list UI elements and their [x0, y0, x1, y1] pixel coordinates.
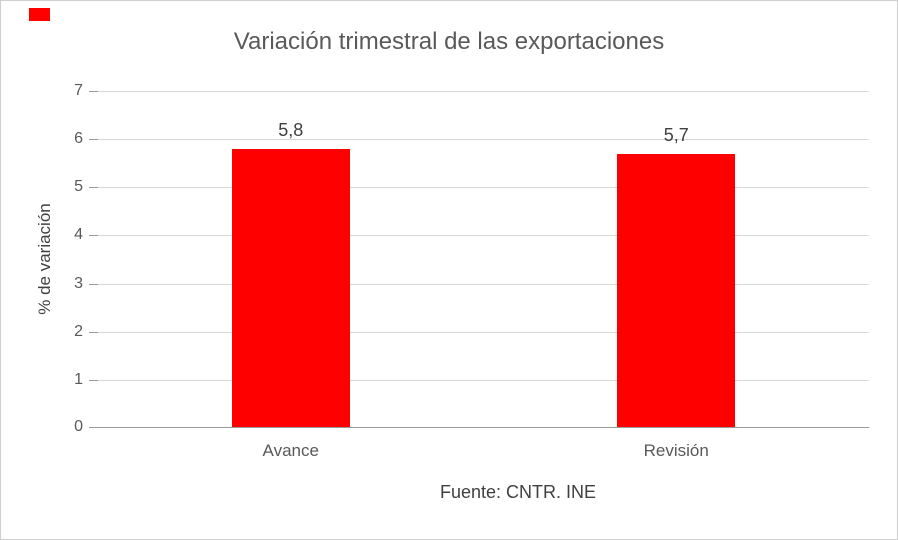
y-tick-mark [89, 380, 98, 381]
chart-title: Variación trimestral de las exportacione… [233, 28, 665, 55]
y-tick-mark [89, 91, 98, 92]
bar-revision [617, 153, 736, 428]
y-tick-mark [89, 427, 98, 428]
y-tick-label: 6 [74, 130, 83, 147]
plot-area: 5,8 5,7 [98, 91, 869, 428]
y-tick-mark [89, 139, 98, 140]
corner-marker [29, 8, 50, 21]
gridline [98, 380, 869, 381]
gridline [98, 91, 869, 92]
y-tick-mark [89, 235, 98, 236]
y-tick-label: 7 [74, 82, 83, 99]
y-tick-label: 2 [74, 323, 83, 340]
bar-slot: 5,7 [484, 91, 870, 428]
category-label: Avance [262, 441, 319, 460]
bar-series: 5,8 5,7 [98, 91, 869, 428]
gridline [98, 332, 869, 333]
bar-value-label: 5,7 [663, 124, 689, 145]
y-tick-label: 1 [74, 371, 83, 388]
gridline [98, 235, 869, 236]
y-tick-mark [89, 284, 98, 285]
category-label: Revisión [643, 441, 709, 460]
y-axis-title: % de variación [35, 203, 54, 315]
bar-slot: 5,8 [98, 91, 484, 428]
gridline [98, 187, 869, 188]
bar-avance [231, 148, 350, 428]
y-tick-mark [89, 187, 98, 188]
gridline [98, 284, 869, 285]
y-tick-label: 0 [74, 418, 83, 435]
gridline [98, 139, 869, 140]
x-axis-line [98, 427, 869, 428]
source-caption: Fuente: CNTR. INE [439, 482, 597, 502]
bar-value-label: 5,8 [278, 119, 304, 140]
y-tick-mark [89, 332, 98, 333]
y-tick-label: 5 [74, 178, 83, 195]
x-axis-labels: Avance Revisión [98, 441, 869, 461]
